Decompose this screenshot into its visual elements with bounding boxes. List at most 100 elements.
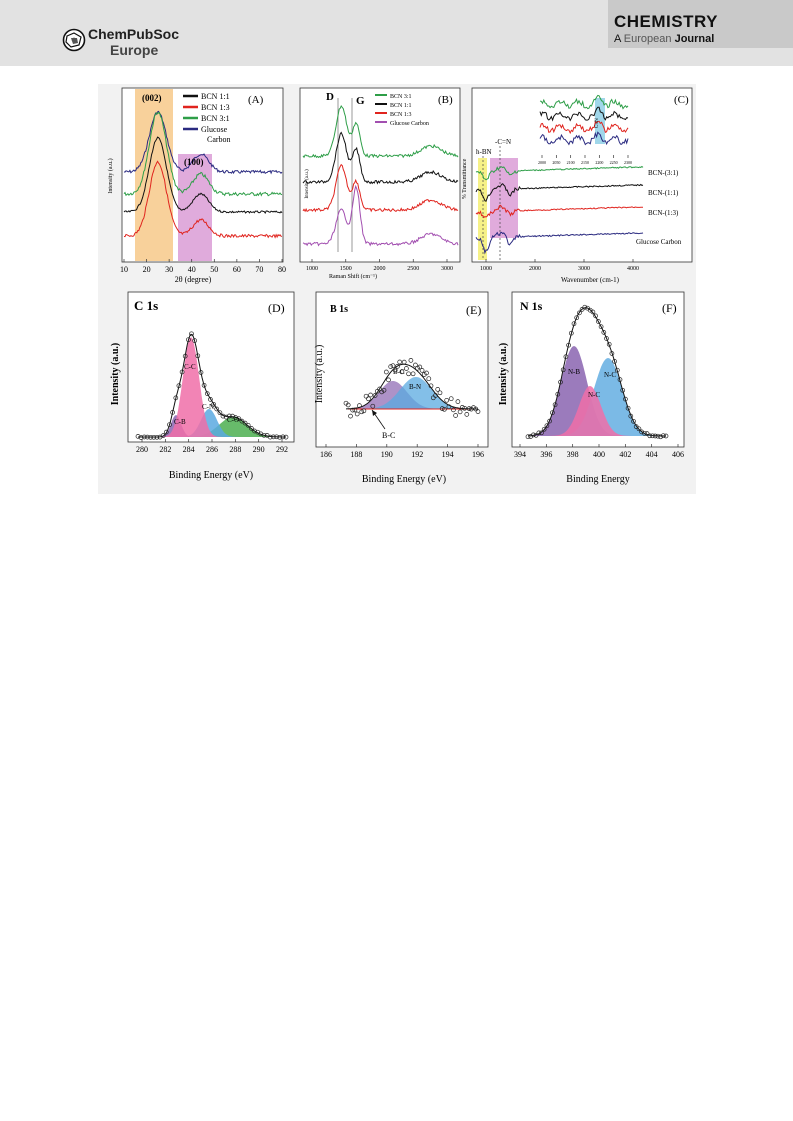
data-point bbox=[419, 368, 425, 373]
data-point bbox=[145, 434, 150, 440]
envelope-c1s bbox=[138, 333, 286, 438]
panel-a-xlabel: 2θ (degree) bbox=[175, 275, 212, 284]
label-c-c: C-C bbox=[184, 363, 196, 371]
data-point bbox=[435, 387, 441, 392]
data-point bbox=[560, 367, 566, 373]
data-point bbox=[397, 359, 403, 365]
x-tick-label: 2000 bbox=[374, 266, 386, 272]
raman-bcn-3-1 bbox=[302, 105, 459, 159]
data-point bbox=[652, 433, 658, 439]
data-point bbox=[368, 392, 373, 398]
data-point bbox=[408, 358, 414, 363]
data-point bbox=[179, 369, 185, 375]
ftir-inset: C≡N 2000 2050 2100 2150 2200 2250 2300 bbox=[536, 90, 632, 165]
data-point bbox=[163, 429, 169, 435]
panel-d-xlabel: Binding Energy (eV) bbox=[169, 470, 253, 481]
raman-bcn-1-1 bbox=[302, 131, 459, 185]
peak-002-label: (002) bbox=[142, 93, 162, 103]
data-point bbox=[531, 432, 536, 438]
x-tick-label: 402 bbox=[619, 450, 631, 459]
x-tick-label: 1000 bbox=[480, 266, 492, 272]
curve-label-bcn-1-3: BCN-(1:3) bbox=[648, 209, 679, 217]
inset-cn-label: C≡N bbox=[595, 118, 600, 128]
data-point bbox=[189, 331, 194, 337]
data-point bbox=[271, 434, 276, 440]
data-point bbox=[208, 397, 213, 402]
data-point bbox=[399, 369, 405, 375]
series-glucose-carbon bbox=[123, 110, 283, 175]
data-point bbox=[563, 354, 569, 360]
legend-bcn-1-1: BCN 1:1 bbox=[201, 92, 230, 101]
data-point bbox=[582, 304, 588, 310]
x-tick-label: 3000 bbox=[578, 266, 590, 272]
data-points-n1s bbox=[525, 304, 669, 440]
chempubsoc-logo-icon bbox=[62, 28, 86, 52]
data-point bbox=[426, 376, 432, 382]
data-point bbox=[141, 434, 147, 440]
data-point bbox=[186, 337, 191, 343]
band-002 bbox=[135, 89, 173, 261]
data-point bbox=[217, 410, 223, 416]
panel-c-ylabel: % Transmittance bbox=[462, 158, 468, 199]
peak-100-label: (100) bbox=[184, 157, 204, 167]
panel-f: N 1s (F) N-B N-C N-C 394 396 398 400 402 404 4… bbox=[498, 291, 685, 485]
label-c-n: C-N bbox=[202, 403, 214, 411]
panel-b-x-ticks: 1000 1500 2000 2500 3000 bbox=[306, 259, 453, 272]
data-point bbox=[220, 413, 226, 419]
inset-frame bbox=[536, 90, 632, 158]
curve-label-bcn-1-1: BCN-(1:1) bbox=[648, 189, 679, 197]
panel-b-label: (B) bbox=[438, 94, 453, 106]
data-point bbox=[277, 434, 283, 440]
data-point bbox=[388, 364, 394, 369]
data-point bbox=[471, 405, 476, 410]
x-tick-label: 2150 bbox=[581, 160, 589, 165]
data-point bbox=[428, 383, 434, 389]
ftir-bcn-1-1 bbox=[475, 183, 644, 202]
data-point bbox=[381, 387, 387, 393]
inset-black-curve bbox=[539, 106, 629, 122]
panel-b-ylabel: Intensity (a.u.) bbox=[305, 169, 310, 199]
panel-c-xlabel: Wavenumber (cm-1) bbox=[561, 276, 620, 284]
data-point bbox=[437, 390, 443, 396]
x-tick-label: 396 bbox=[540, 450, 552, 459]
data-point bbox=[386, 377, 391, 383]
ftir-glucose-carbon bbox=[475, 231, 644, 255]
panel-f-title: N 1s bbox=[520, 299, 543, 313]
data-point bbox=[462, 405, 467, 411]
data-point bbox=[448, 396, 454, 402]
peak-fill-b-n bbox=[346, 377, 478, 409]
data-point bbox=[658, 434, 663, 440]
data-point bbox=[359, 409, 365, 415]
data-point bbox=[361, 408, 367, 414]
panel-e: B 1s (E) B-C B-N B-C 186 188 190 192 194 196 … bbox=[314, 291, 489, 485]
legend-bcn-3-1: BCN 3:1 bbox=[201, 114, 230, 123]
hbn-label: h-BN bbox=[476, 148, 492, 156]
data-point bbox=[424, 370, 429, 376]
curve-label-bcn-3-1: BCN-(3:1) bbox=[648, 169, 679, 177]
x-tick-label: 404 bbox=[646, 450, 658, 459]
data-point bbox=[345, 402, 351, 408]
envelope-n1s bbox=[528, 307, 666, 437]
data-points-c1s bbox=[135, 331, 289, 440]
x-tick-label: 20 bbox=[143, 265, 151, 274]
data-point bbox=[439, 406, 445, 411]
x-tick-label: 2250 bbox=[610, 160, 618, 165]
data-point bbox=[350, 407, 356, 413]
x-tick-label: 288 bbox=[229, 445, 241, 454]
data-point bbox=[623, 396, 628, 402]
page-header: ChemPubSoc Europe CHEMISTRY A European J… bbox=[0, 0, 793, 66]
data-point bbox=[571, 321, 577, 327]
data-point bbox=[413, 362, 418, 368]
x-tick-label: 40 bbox=[188, 265, 196, 274]
panel-d-ylabel: Intensity (a.u.) bbox=[110, 343, 121, 406]
data-point bbox=[536, 430, 542, 436]
publisher-name: ChemPubSoc bbox=[88, 26, 180, 42]
data-point bbox=[558, 379, 563, 385]
label-n-c-high: N-C bbox=[604, 371, 616, 379]
legend-raman-glucose: Glucose Carbon bbox=[390, 121, 429, 127]
inset-red-curve bbox=[539, 120, 629, 135]
panel-e-xlabel: Binding Energy (eV) bbox=[362, 474, 446, 485]
peak-fill-n-b bbox=[528, 346, 666, 436]
data-point bbox=[642, 430, 647, 436]
x-tick-label: 192 bbox=[411, 450, 423, 459]
